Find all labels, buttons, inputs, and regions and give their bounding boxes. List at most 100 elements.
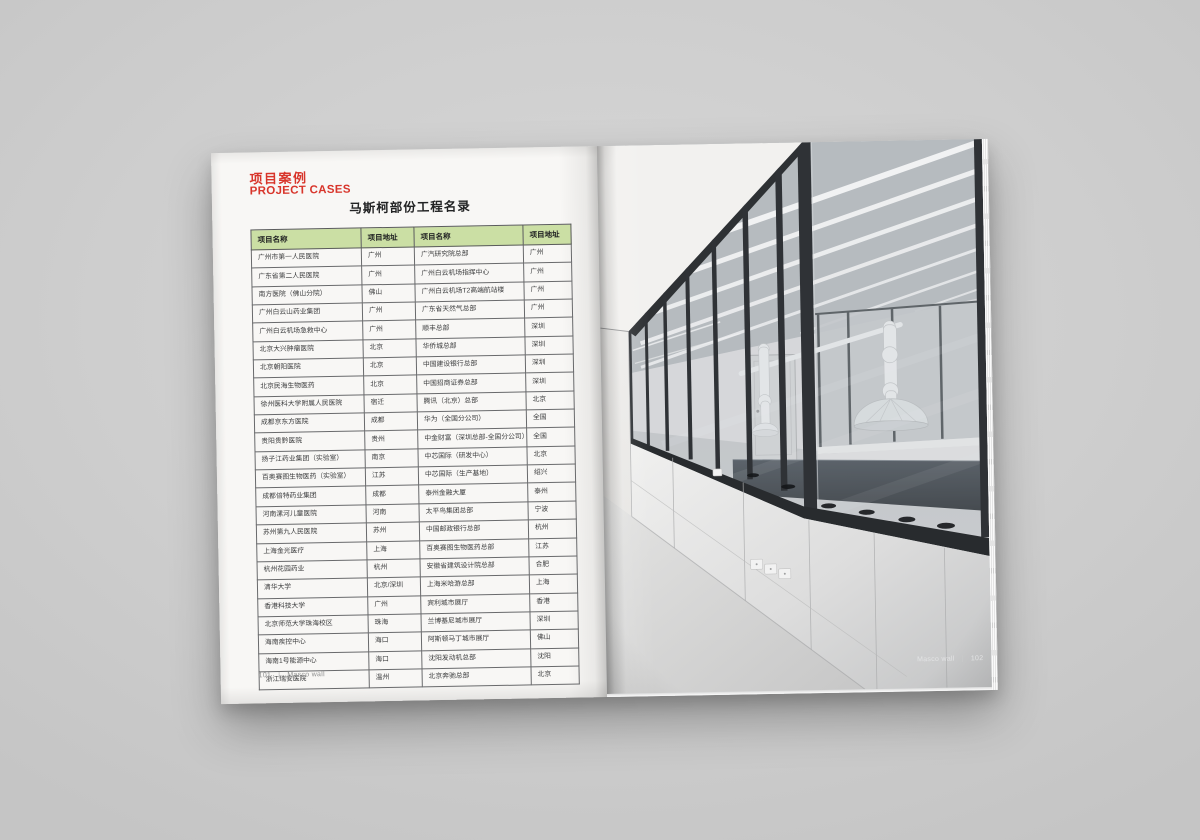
project-name-cell: 广州白云山药业集团 xyxy=(252,302,363,324)
project-name-cell: 广东省第二人民医院 xyxy=(251,266,362,287)
left-page: 项目案例 PROJECT CASES 马斯柯部份工程名录 项目名称 项目地址 项目名… xyxy=(211,146,608,705)
column-header: 项目地址 xyxy=(522,224,572,245)
project-address-cell: 广州 xyxy=(361,246,415,267)
project-name-cell: 香港科技大学 xyxy=(257,596,369,617)
project-address-cell: 广州 xyxy=(524,299,573,319)
project-name-cell: 中芯国际（生产基地） xyxy=(418,465,528,486)
project-address-cell: 北京/深圳 xyxy=(367,577,421,597)
project-name-cell: 安徽省建筑设计院总部 xyxy=(419,556,530,578)
project-name-cell: 腾讯（北京）总部 xyxy=(416,391,527,413)
project-address-cell: 深圳 xyxy=(525,354,574,374)
project-address-cell: 深圳 xyxy=(529,610,579,631)
project-name-cell: 沈阳发动机总部 xyxy=(421,648,531,669)
project-address-cell: 杭州 xyxy=(528,519,577,539)
project-address-cell: 苏州 xyxy=(366,522,420,542)
project-address-cell: 海口 xyxy=(368,632,422,652)
project-address-cell: 贵州 xyxy=(364,430,418,450)
project-name-cell: 百奥赛图生物医药总部 xyxy=(419,538,529,559)
project-table-body: 广州市第一人民医院 广州 广汽研究院总部 广州 广东省第二人民医院 广州 广州白云机场指挥中… xyxy=(251,244,580,691)
project-address-cell: 江苏 xyxy=(365,467,419,487)
project-name-cell: 北京民海生物医药 xyxy=(253,376,364,397)
lab-photo xyxy=(596,139,992,695)
project-name-cell: 清华大学 xyxy=(257,578,368,599)
project-address-cell: 全国 xyxy=(526,427,575,447)
project-address-cell: 成都 xyxy=(364,412,418,432)
right-page: Masco wall | 102 xyxy=(596,138,998,697)
project-name-cell: 兰博基尼城市展厅 xyxy=(420,611,531,633)
column-header: 项目地址 xyxy=(360,226,415,248)
left-page-footer: 101 | Masco wall xyxy=(259,671,325,679)
project-name-cell: 广汽研究院总部 xyxy=(414,244,524,266)
project-name-cell: 阿斯顿马丁城市展厅 xyxy=(421,630,531,651)
project-address-cell: 杭州 xyxy=(366,558,421,579)
project-name-cell: 广东省天然气总部 xyxy=(415,299,525,321)
project-address-cell: 广州 xyxy=(361,265,415,285)
project-address-cell: 北京 xyxy=(530,665,580,686)
project-name-cell: 北京奔驰总部 xyxy=(422,666,532,688)
project-address-cell: 深圳 xyxy=(524,335,574,356)
project-name-cell: 上海金光医疗 xyxy=(256,541,367,562)
project-name-cell: 北京大兴肿瘤医院 xyxy=(252,339,364,360)
project-name-cell: 贵阳贵黔医院 xyxy=(254,431,365,452)
project-name-cell: 河南漯河儿童医院 xyxy=(256,504,367,526)
project-address-cell: 广州 xyxy=(523,244,572,264)
footer-divider: | xyxy=(961,655,964,663)
project-address-cell: 佛山 xyxy=(530,629,579,649)
project-name-cell: 广州市第一人民医院 xyxy=(251,247,362,269)
column-header: 项目名称 xyxy=(413,224,524,247)
project-address-cell: 佛山 xyxy=(361,283,416,303)
project-name-cell: 扬子江药业集团（实验室） xyxy=(254,449,366,471)
project-address-cell: 香港 xyxy=(529,592,578,612)
project-name-cell: 南方医院（佛山分院） xyxy=(251,284,363,305)
table-title: 马斯柯部份工程名录 xyxy=(349,199,471,216)
project-name-cell: 北京师范大学珠海校区 xyxy=(258,614,369,636)
project-address-cell: 南京 xyxy=(364,448,419,469)
project-name-cell: 海南1号能源中心 xyxy=(258,651,370,672)
project-table: 项目名称 项目地址 项目名称 项目地址 广州市第一人民医院 广州 广汽研究院总部 广州 广东省… xyxy=(250,224,580,691)
column-header: 项目名称 xyxy=(250,227,362,250)
project-address-cell: 全国 xyxy=(526,409,575,429)
project-name-cell: 中国招商证券总部 xyxy=(416,373,526,394)
project-name-cell: 顺丰总部 xyxy=(415,318,525,339)
project-name-cell: 成都京东方医院 xyxy=(254,412,365,434)
project-address-cell: 深圳 xyxy=(524,317,573,337)
project-address-cell: 上海 xyxy=(366,540,420,560)
project-name-cell: 苏州第九人民医院 xyxy=(256,523,367,544)
project-name-cell: 成都倍特药业集团 xyxy=(255,486,366,507)
project-address-cell: 绍兴 xyxy=(527,464,576,484)
project-name-cell: 徐州医科大学附属人民医院 xyxy=(253,394,365,416)
project-name-cell: 中芯国际（研发中心） xyxy=(417,446,528,468)
project-name-cell: 广州白云机场急救中心 xyxy=(252,321,363,342)
right-page-footer: Masco wall | 102 xyxy=(917,655,983,663)
project-address-cell: 宁波 xyxy=(527,500,577,521)
project-address-cell: 广州 xyxy=(367,595,421,615)
right-page-number: 102 xyxy=(970,655,984,663)
project-address-cell: 江苏 xyxy=(528,537,577,557)
section-title-en: PROJECT CASES xyxy=(249,183,351,198)
project-name-cell: 泰州金融大厦 xyxy=(418,483,528,504)
project-address-cell: 广州 xyxy=(362,301,416,322)
project-address-cell: 沈阳 xyxy=(530,647,579,667)
project-address-cell: 北京 xyxy=(362,338,417,358)
project-name-cell: 广州白云机场T2高端航站楼 xyxy=(414,281,525,302)
project-address-cell: 合肥 xyxy=(528,555,578,576)
project-address-cell: 成都 xyxy=(365,485,419,505)
project-address-cell: 珠海 xyxy=(368,613,422,634)
project-address-cell: 海口 xyxy=(368,650,423,670)
project-name-cell: 海南疾控中心 xyxy=(258,633,369,654)
project-name-cell: 华为（全国分公司） xyxy=(417,410,527,431)
project-name-cell: 中国建设银行总部 xyxy=(416,355,526,376)
project-address-cell: 广州 xyxy=(523,280,573,300)
project-name-cell: 宾利城市展厅 xyxy=(420,593,530,614)
project-address-cell: 河南 xyxy=(365,503,420,524)
project-name-cell: 华侨城总部 xyxy=(415,336,526,358)
project-address-cell: 温州 xyxy=(369,668,423,689)
book-title: Masco wall xyxy=(917,655,955,664)
project-name-cell: 太平鸟集团总部 xyxy=(418,501,529,523)
project-name-cell: 上海米哈游总部 xyxy=(420,575,530,596)
project-address-cell: 广州 xyxy=(523,262,572,282)
project-address-cell: 北京 xyxy=(363,375,417,395)
book-title: Masco wall xyxy=(287,671,326,679)
project-address-cell: 深圳 xyxy=(525,372,574,392)
